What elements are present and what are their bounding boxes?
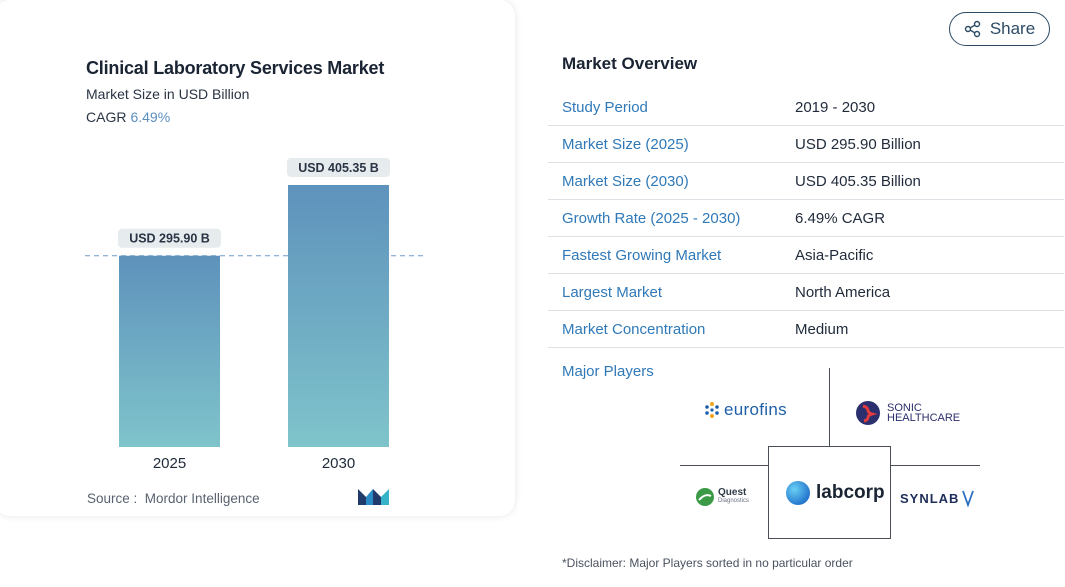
bar-2030 <box>288 185 389 447</box>
diagnostics-text: Diagnostics <box>718 498 750 504</box>
share-icon <box>964 20 981 38</box>
mordor-intelligence-logo <box>358 489 389 505</box>
quest-diagnostics-logo[interactable]: Quest Diagnostics <box>695 487 749 507</box>
share-button[interactable]: Share <box>949 12 1050 46</box>
bar-chart: USD 295.90 B 2025 USD 405.35 B 2030 <box>85 158 427 472</box>
overview-row-largest-market: Largest Market North America <box>548 275 1064 311</box>
overview-value: 6.49% CAGR <box>795 210 886 227</box>
overview-key[interactable]: Largest Market <box>562 284 663 301</box>
overview-key[interactable]: Study Period <box>562 99 648 116</box>
sonic-healthcare-icon <box>856 401 880 425</box>
major-players-title[interactable]: Major Players <box>562 363 654 380</box>
chart-card <box>0 0 515 516</box>
eurofins-icon <box>705 402 719 418</box>
sonic-text: SONIC <box>887 402 922 414</box>
overview-row-growth-rate: Growth Rate (2025 - 2030) 6.49% CAGR <box>548 201 1064 237</box>
healthcare-text: HEALTHCARE <box>887 412 961 424</box>
overview-row-concentration: Market Concentration Medium <box>548 312 1064 348</box>
synlab-logo[interactable]: SYNLAB <box>900 489 975 507</box>
overview-row-fastest-growing: Fastest Growing Market Asia-Pacific <box>548 238 1064 274</box>
overview-value: USD 405.35 Billion <box>795 173 921 190</box>
market-overview-title: Market Overview <box>562 54 698 73</box>
labcorp-logo[interactable]: labcorp <box>785 480 885 506</box>
eurofins-logo[interactable]: eurofins <box>703 400 787 420</box>
x-tick-label: 2025 <box>153 455 186 472</box>
overview-value: Medium <box>795 321 849 338</box>
labcorp-icon <box>786 481 810 505</box>
overview-key[interactable]: Growth Rate (2025 - 2030) <box>562 210 741 227</box>
cagr-value: 6.49% <box>130 109 171 125</box>
data-label: USD 405.35 B <box>298 161 379 175</box>
data-label: USD 295.90 B <box>129 232 210 246</box>
source-value: Mordor Intelligence <box>144 491 260 506</box>
disclaimer: *Disclaimer: Major Players sorted in no … <box>562 556 853 570</box>
overview-row-market-size-2030: Market Size (2030) USD 405.35 Billion <box>548 164 1064 200</box>
chart-title: Clinical Laboratory Services Market <box>86 58 385 78</box>
data-label-bg <box>287 158 390 177</box>
cagr-label: CAGR <box>86 109 127 125</box>
share-label: Share <box>989 19 1036 38</box>
overview-key[interactable]: Fastest Growing Market <box>562 247 722 264</box>
quest-text: Quest <box>718 487 747 498</box>
overview-key[interactable]: Market Size (2030) <box>562 173 689 190</box>
cagr-line: CAGR 6.49% <box>86 109 170 125</box>
overview-row-study-period: Study Period 2019 - 2030 <box>548 90 1064 126</box>
overview-key[interactable]: Market Concentration <box>562 321 706 338</box>
overview-value: 2019 - 2030 <box>795 99 876 116</box>
x-tick-label: 2030 <box>322 455 355 472</box>
eurofins-text: eurofins <box>724 400 787 419</box>
data-label-bg <box>118 228 221 248</box>
quest-icon <box>696 488 714 506</box>
overview-value: USD 295.90 Billion <box>795 136 921 153</box>
sonic-healthcare-logo[interactable]: SONIC HEALTHCARE <box>855 400 960 426</box>
bar-2025 <box>119 255 220 447</box>
overview-row-market-size-2025: Market Size (2025) USD 295.90 Billion <box>548 127 1064 163</box>
chart-source: Source : Mordor Intelligence <box>87 491 260 506</box>
overview-value: North America <box>795 284 891 301</box>
overview-key[interactable]: Market Size (2025) <box>562 136 689 153</box>
labcorp-text: labcorp <box>816 482 885 503</box>
synlab-text: SYNLAB <box>900 490 960 506</box>
synlab-mark-icon <box>962 490 975 507</box>
overview-value: Asia-Pacific <box>795 247 874 264</box>
chart-subtitle: Market Size in USD Billion <box>86 86 250 102</box>
source-label: Source : <box>87 491 138 506</box>
